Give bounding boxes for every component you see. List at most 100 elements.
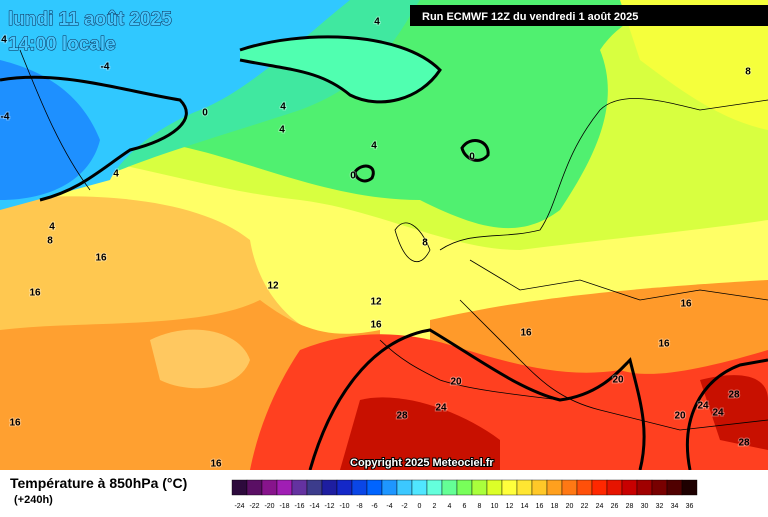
colorbar-label: 34 xyxy=(671,503,679,510)
contour-label: 12 xyxy=(370,297,382,308)
colorbar-label: 36 xyxy=(686,503,694,510)
colorbar-swatch xyxy=(411,479,428,496)
contour-label: 16 xyxy=(680,299,692,310)
colorbar-swatch xyxy=(471,479,488,496)
contour-label: 0 xyxy=(202,108,208,119)
colorbar-swatch xyxy=(636,479,653,496)
colorbar-swatch xyxy=(651,479,668,496)
contour-label: 4 xyxy=(1,35,7,46)
colorbar-swatch xyxy=(306,479,323,496)
colorbar-label: -24 xyxy=(234,503,244,510)
colorbar-swatch xyxy=(606,479,623,496)
contour-label: 16 xyxy=(658,339,670,350)
map-title: lundi 11 août 2025 xyxy=(8,9,172,30)
colorbar-label: -12 xyxy=(324,503,334,510)
colorbar-label: 22 xyxy=(581,503,589,510)
colorbar-swatch xyxy=(531,479,548,496)
colorbar-label: 12 xyxy=(506,503,514,510)
colorbar-label: 24 xyxy=(596,503,604,510)
colorbar-label: -14 xyxy=(309,503,319,510)
contour-label: 24 xyxy=(435,403,447,414)
colorbar-label: -20 xyxy=(264,503,274,510)
colorbar-label: 18 xyxy=(551,503,559,510)
colorbar-label: 8 xyxy=(478,503,482,510)
colorbar-label: -2 xyxy=(401,503,407,510)
colorbar-swatch xyxy=(576,479,593,496)
contour-label: 16 xyxy=(520,328,532,339)
contour-label: 4 xyxy=(49,222,55,233)
colorbar-swatch xyxy=(366,479,383,496)
colorbar-label: 28 xyxy=(626,503,634,510)
colorbar-swatch xyxy=(516,479,533,496)
map-time: 14:00 locale xyxy=(8,34,116,55)
contour-label: 4 xyxy=(279,125,285,136)
contour-labels: 4 -4 -4 0 4 4 4 0 0 4 8 4 8 8 16 16 12 12 16 16 16 16 20 20 24 28… xyxy=(0,16,752,471)
contour-label: 0 xyxy=(350,171,356,182)
contour-label: 16 xyxy=(95,253,107,264)
colorbar-swatch xyxy=(501,479,518,496)
colorbar-label: 2 xyxy=(433,503,437,510)
contour-label: 0 xyxy=(469,152,475,163)
contour-label: 28 xyxy=(738,438,750,449)
contour-label: 20 xyxy=(674,411,686,422)
contour-label: 8 xyxy=(47,236,53,247)
colorbar-swatch xyxy=(246,479,263,496)
colorbar-swatch xyxy=(351,479,368,496)
contour-label: 8 xyxy=(745,67,751,78)
contour-label: 4 xyxy=(280,102,286,113)
copyright: Copyright 2025 Meteociel.fr xyxy=(350,457,494,469)
colorbar-swatch xyxy=(426,479,443,496)
colorbar-swatch xyxy=(291,479,308,496)
contour-label: 16 xyxy=(9,418,21,429)
contour-label: 12 xyxy=(267,281,279,292)
contour-label: 28 xyxy=(396,411,408,422)
temperature-field xyxy=(0,0,768,471)
colorbar-label: -18 xyxy=(279,503,289,510)
contour-label: 20 xyxy=(612,375,624,386)
colorbar-swatch xyxy=(276,479,293,496)
colorbar-swatch xyxy=(336,479,353,496)
contour-label: 20 xyxy=(450,377,462,388)
contour-label: 16 xyxy=(210,459,222,470)
colorbar-label: -16 xyxy=(294,503,304,510)
contour-label: 24 xyxy=(712,408,724,419)
colorbar-label: 10 xyxy=(491,503,499,510)
contour-label: 28 xyxy=(728,390,740,401)
colorbar-label: 26 xyxy=(611,503,619,510)
footer-title: Température à 850hPa (°C) xyxy=(10,475,187,491)
colorbar-swatch xyxy=(261,479,278,496)
colorbar-swatch xyxy=(441,479,458,496)
contour-label: 4 xyxy=(374,17,380,28)
colorbar-label: 30 xyxy=(641,503,649,510)
coastlines xyxy=(19,49,768,431)
colorbar-label: -22 xyxy=(249,503,259,510)
colorbar-label: 0 xyxy=(418,503,422,510)
colorbar-label: 6 xyxy=(463,503,467,510)
contour-label: 16 xyxy=(370,320,382,331)
colorbar-swatch xyxy=(381,479,398,496)
colorbar-swatch xyxy=(591,479,608,496)
run-banner xyxy=(410,5,768,26)
colorbar: -24 -22 -20 -18 -16 -14 -12 -10 -8 -6 -4 -2 0 2 4 6 8 10 1… xyxy=(231,479,698,510)
colorbar-label: 4 xyxy=(448,503,452,510)
run-label: Run ECMWF 12Z du vendredi 1 août 2025 xyxy=(422,11,638,23)
colorbar-swatch xyxy=(561,479,578,496)
contour-label: -4 xyxy=(1,112,10,123)
lead-time: (+240h) xyxy=(14,494,53,506)
contour-label: -4 xyxy=(101,62,110,73)
contours xyxy=(0,35,768,471)
contour-label: 4 xyxy=(113,169,119,180)
colorbar-swatch xyxy=(231,479,248,496)
colorbar-swatch xyxy=(621,479,638,496)
colorbar-label: -8 xyxy=(356,503,362,510)
colorbar-label: 32 xyxy=(656,503,664,510)
colorbar-swatch xyxy=(396,479,413,496)
colorbar-label: -4 xyxy=(386,503,392,510)
colorbar-swatch xyxy=(546,479,563,496)
contour-label: 24 xyxy=(697,401,709,412)
contour-label: 4 xyxy=(371,141,377,152)
colorbar-swatch xyxy=(456,479,473,496)
colorbar-swatch xyxy=(681,479,698,496)
colorbar-label: -10 xyxy=(339,503,349,510)
